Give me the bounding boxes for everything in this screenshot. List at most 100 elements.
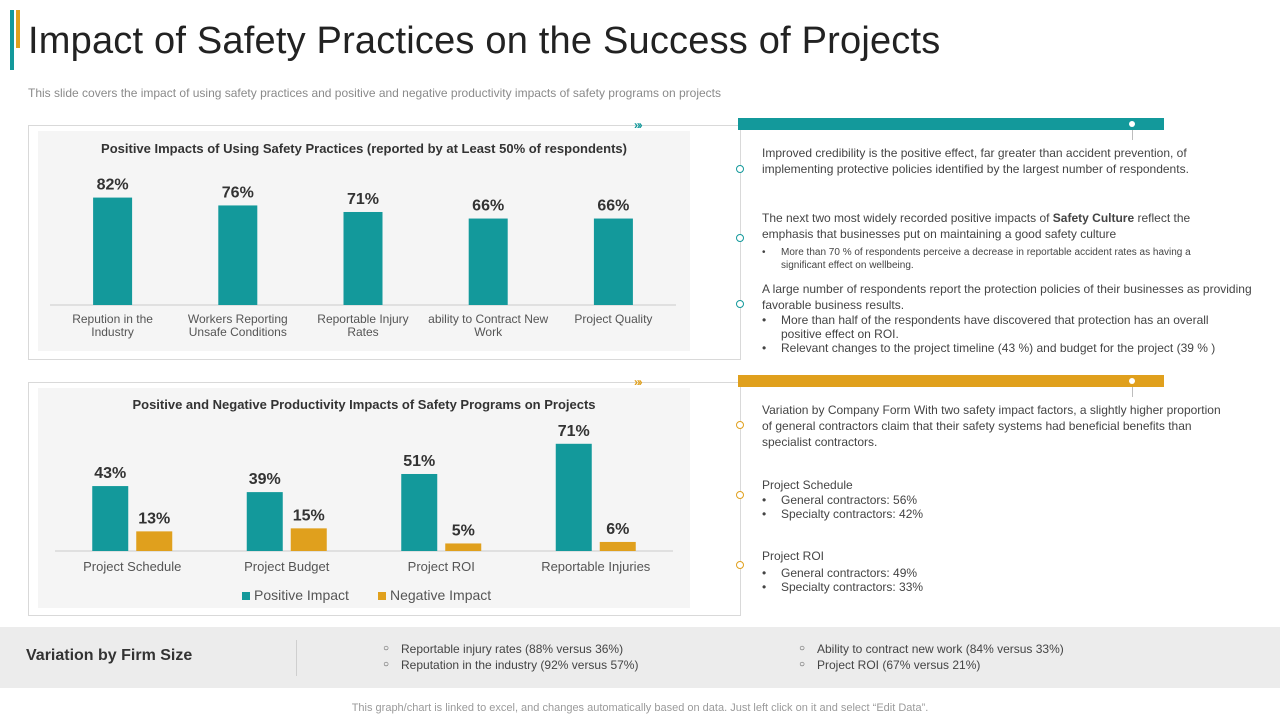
negative-bar bbox=[290, 528, 327, 551]
positive-bar bbox=[343, 211, 383, 305]
firm-size-title: Variation by Firm Size bbox=[26, 647, 193, 664]
legend-label: Positive Impact bbox=[254, 587, 349, 603]
page-subtitle: This slide covers the impact of using sa… bbox=[28, 86, 721, 100]
insight-credibility: Improved credibility is the positive eff… bbox=[762, 146, 1189, 176]
chevrons-icon: »› bbox=[634, 118, 643, 132]
positive-bar bbox=[593, 218, 633, 305]
firm-size-item: Ability to contract new work (84% versus… bbox=[799, 641, 1064, 657]
title-accent-bar-teal bbox=[10, 10, 14, 70]
insight-safety-culture-text-b: reflect the emphasis that businesses put… bbox=[762, 211, 1191, 241]
data-label: 71% bbox=[558, 423, 590, 440]
bullet-item: More than 70 % of respondents perceive a… bbox=[762, 246, 1232, 272]
page-title: Impact of Safety Practices on the Succes… bbox=[28, 20, 941, 62]
firm-size-item: Reputation in the industry (92% versus 5… bbox=[383, 657, 638, 673]
category-label: Work bbox=[474, 325, 503, 339]
data-label: 43% bbox=[94, 465, 126, 482]
bullet-item: General contractors: 56% bbox=[762, 493, 1062, 507]
positive-impacts-bar-chart[interactable]: Positive Impacts of Using Safety Practic… bbox=[38, 131, 690, 351]
chart-title: Positive Impacts of Using Safety Practic… bbox=[101, 141, 627, 156]
category-label: Reportable Injury bbox=[317, 312, 408, 326]
band-marker-dot bbox=[1129, 121, 1135, 127]
firm-size-band bbox=[0, 627, 1280, 688]
bullet-item: Relevant changes to the project timeline… bbox=[762, 341, 1252, 355]
insight-project-roi: Project ROI General contractors: 49% Spe… bbox=[762, 548, 1062, 594]
insight-project-schedule: Project Schedule General contractors: 56… bbox=[762, 477, 1062, 521]
data-label: 51% bbox=[403, 453, 435, 470]
project-schedule-bullets: General contractors: 56% Specialty contr… bbox=[762, 493, 1062, 521]
firm-size-list-left: Reportable injury rates (88% versus 36%)… bbox=[383, 641, 638, 673]
timeline-node bbox=[736, 234, 744, 242]
negative-bar bbox=[136, 531, 173, 551]
legend-swatch bbox=[242, 592, 250, 600]
data-label: 66% bbox=[597, 198, 629, 215]
category-label: Project Quality bbox=[574, 312, 652, 326]
data-label: 71% bbox=[347, 191, 379, 208]
insight-company-form: Variation by Company Form With two safet… bbox=[762, 403, 1221, 449]
category-label: Industry bbox=[91, 325, 134, 339]
category-label: Unsafe Conditions bbox=[189, 325, 287, 339]
positive-bar bbox=[218, 205, 258, 305]
band-tick bbox=[1132, 387, 1133, 397]
data-label: 82% bbox=[97, 177, 129, 194]
timeline-node bbox=[736, 300, 744, 308]
timeline-line bbox=[740, 135, 741, 355]
category-label: Rates bbox=[347, 325, 378, 339]
category-label: Project Schedule bbox=[83, 559, 181, 574]
chevrons-icon: »› bbox=[634, 375, 643, 389]
timeline-node bbox=[736, 561, 744, 569]
timeline-node bbox=[736, 165, 744, 173]
chart-title: Positive and Negative Productivity Impac… bbox=[132, 397, 595, 412]
negative-bar bbox=[445, 543, 482, 551]
firm-size-item: Reportable injury rates (88% versus 36%) bbox=[383, 641, 638, 657]
positive-bar bbox=[246, 492, 283, 551]
bullet-item: General contractors: 49% bbox=[762, 566, 1062, 580]
project-roi-bullets: General contractors: 49% Specialty contr… bbox=[762, 566, 1062, 594]
band-tick bbox=[1132, 130, 1133, 140]
project-schedule-title: Project Schedule bbox=[762, 478, 853, 492]
bullet-item: Specialty contractors: 33% bbox=[762, 580, 1062, 594]
data-label: 5% bbox=[452, 522, 475, 539]
insight-safety-culture-bullets: More than 70 % of respondents perceive a… bbox=[762, 246, 1232, 272]
data-label: 13% bbox=[138, 510, 170, 527]
firm-size-item: Project ROI (67% versus 21%) bbox=[799, 657, 1064, 673]
timeline-line bbox=[740, 392, 741, 607]
data-label: 6% bbox=[606, 521, 629, 538]
edit-data-note: This graph/chart is linked to excel, and… bbox=[351, 702, 929, 714]
section-band-teal bbox=[738, 118, 1164, 130]
timeline-node bbox=[736, 421, 744, 429]
data-label: 15% bbox=[293, 507, 325, 524]
category-label: Reportable Injuries bbox=[541, 559, 651, 574]
timeline-node bbox=[736, 491, 744, 499]
positive-bar bbox=[92, 486, 129, 551]
productivity-impacts-bar-chart[interactable]: Positive and Negative Productivity Impac… bbox=[38, 388, 690, 608]
bullet-item: More than half of the respondents have d… bbox=[762, 313, 1252, 341]
legend-label: Negative Impact bbox=[390, 587, 491, 603]
positive-bar bbox=[555, 443, 592, 551]
category-label: Project Budget bbox=[244, 559, 330, 574]
insight-business-results-text: A large number of respondents report the… bbox=[762, 282, 1252, 312]
insight-safety-culture: The next two most widely recorded positi… bbox=[762, 210, 1232, 272]
legend-swatch bbox=[378, 592, 386, 600]
insight-business-results-bullets: More than half of the respondents have d… bbox=[762, 313, 1252, 355]
negative-bar bbox=[599, 541, 636, 551]
insight-safety-culture-text-a: The next two most widely recorded positi… bbox=[762, 211, 1053, 225]
project-roi-title: Project ROI bbox=[762, 549, 825, 563]
firm-size-divider bbox=[296, 640, 297, 676]
positive-bar bbox=[468, 218, 508, 305]
insight-business-results: A large number of respondents report the… bbox=[762, 281, 1252, 355]
band-marker-dot bbox=[1129, 378, 1135, 384]
positive-bar bbox=[93, 197, 133, 305]
category-label: ability to Contract New bbox=[428, 312, 548, 326]
bullet-item: Specialty contractors: 42% bbox=[762, 507, 1062, 521]
data-label: 66% bbox=[472, 198, 504, 215]
data-label: 76% bbox=[222, 184, 254, 201]
firm-size-list-right: Ability to contract new work (84% versus… bbox=[799, 641, 1064, 673]
data-label: 39% bbox=[249, 471, 281, 488]
insight-safety-culture-bold: Safety Culture bbox=[1052, 211, 1135, 225]
category-label: Project ROI bbox=[408, 559, 475, 574]
positive-bar bbox=[401, 473, 438, 551]
category-label: Workers Reporting bbox=[188, 312, 288, 326]
title-accent-bar-gold bbox=[16, 10, 20, 48]
category-label: Repution in the bbox=[72, 312, 153, 326]
section-band-gold bbox=[738, 375, 1164, 387]
